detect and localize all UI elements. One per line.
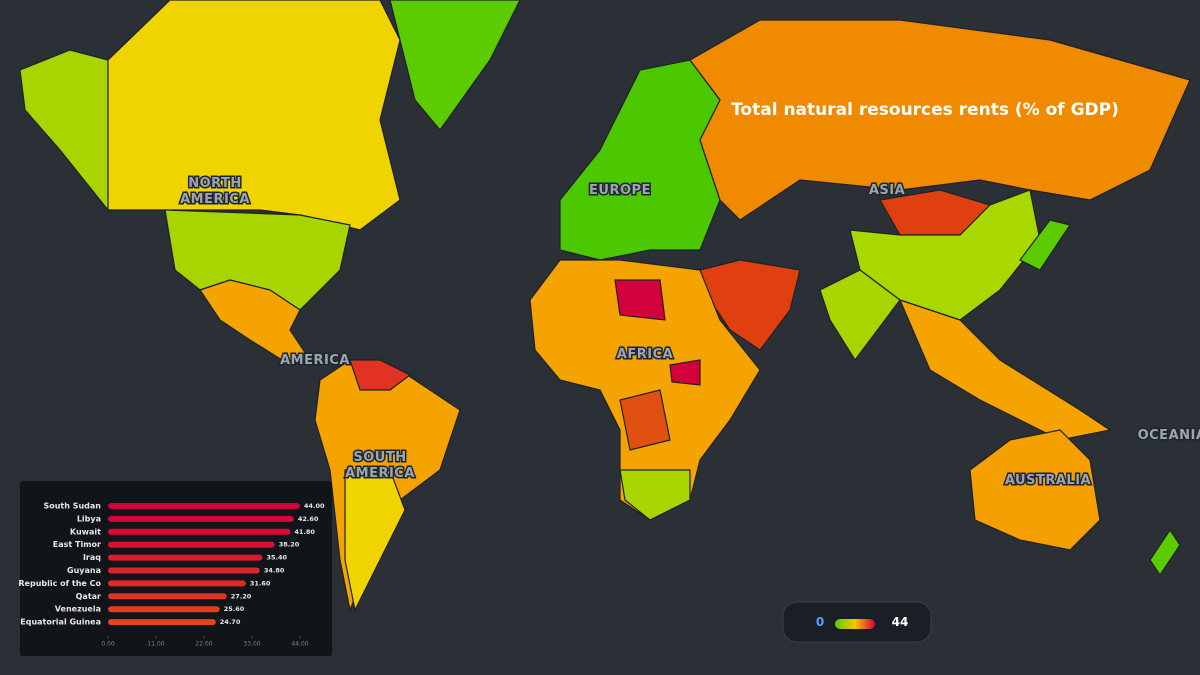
category-label: Equatorial Guinea: [20, 618, 101, 627]
value-label: 38.20: [279, 541, 300, 549]
new-zealand: [1149, 528, 1181, 577]
bar: [108, 503, 300, 509]
category-label: Qatar: [76, 592, 101, 601]
southeast-asia: [898, 299, 1112, 441]
argentina: [344, 469, 406, 612]
legend: 0 44: [782, 601, 932, 643]
continent-label: OCEANIA: [1138, 428, 1200, 443]
australia: [969, 429, 1101, 551]
x-tick-label: 0.00: [101, 641, 115, 648]
bar: [108, 567, 260, 574]
value-label: 25.60: [224, 605, 245, 613]
x-tick-label: 22.00: [195, 641, 212, 648]
continent-label: ASIA: [869, 183, 905, 198]
canada: [107, 0, 401, 231]
continent-label: AMERICA: [180, 192, 250, 207]
continent-label: EUROPE: [589, 183, 651, 198]
category-label: South Sudan: [43, 502, 101, 511]
south-africa: [619, 469, 691, 521]
category-label: Republic of the Co: [18, 579, 101, 588]
mexico: [199, 279, 311, 366]
bar: [108, 580, 246, 587]
category-label: Iraq: [83, 553, 101, 562]
map-title: Total natural resources rents (% of GDP): [731, 100, 1119, 120]
legend-min: 0: [816, 615, 824, 629]
legend-gradient: [835, 619, 875, 629]
continent-label: AMERICA: [345, 466, 415, 481]
value-label: 27.20: [231, 592, 252, 600]
russia: [689, 19, 1191, 221]
value-label: 44.00: [304, 502, 325, 510]
value-label: 34.80: [264, 567, 285, 575]
bar: [108, 528, 291, 535]
bar: [108, 541, 275, 548]
category-label: East Timor: [53, 540, 101, 549]
bar: [108, 593, 227, 600]
x-tick-label: 11.00: [147, 641, 164, 648]
india: [819, 269, 901, 362]
category-label: Libya: [77, 514, 101, 523]
greenland: [389, 0, 521, 131]
category-label: Venezuela: [55, 605, 101, 614]
countries: [19, 0, 1191, 613]
x-tick-label: 33.00: [243, 641, 260, 648]
value-label: 42.60: [298, 515, 319, 523]
x-tick-label: 44.00: [291, 641, 308, 648]
bar: [108, 515, 294, 522]
angola: [619, 389, 671, 451]
inset-chart: South Sudan 44.00 Libya 42.60 Kuwait 41.80 Eas…: [18, 502, 325, 648]
value-label: 41.80: [294, 528, 315, 536]
south-sudan: [669, 359, 701, 386]
bar: [108, 606, 220, 613]
category-label: Kuwait: [70, 527, 101, 536]
africa: [529, 259, 761, 521]
continent-label: AFRICA: [617, 347, 673, 362]
bar: [108, 554, 263, 561]
japan: [1019, 219, 1071, 271]
continent-label: NORTH: [188, 176, 242, 191]
continent-label: SOUTH: [353, 450, 406, 465]
libya: [614, 279, 666, 321]
value-label: 35.40: [266, 554, 287, 562]
category-label: Guyana: [67, 566, 101, 575]
value-label: 24.70: [220, 618, 241, 626]
continent-label: AMERICA: [280, 353, 350, 368]
venezuela: [349, 359, 412, 391]
continent-label: AUSTRALIA: [1005, 473, 1091, 488]
value-label: 31.60: [250, 579, 271, 587]
bar: [108, 619, 216, 626]
legend-max: 44: [892, 615, 909, 629]
